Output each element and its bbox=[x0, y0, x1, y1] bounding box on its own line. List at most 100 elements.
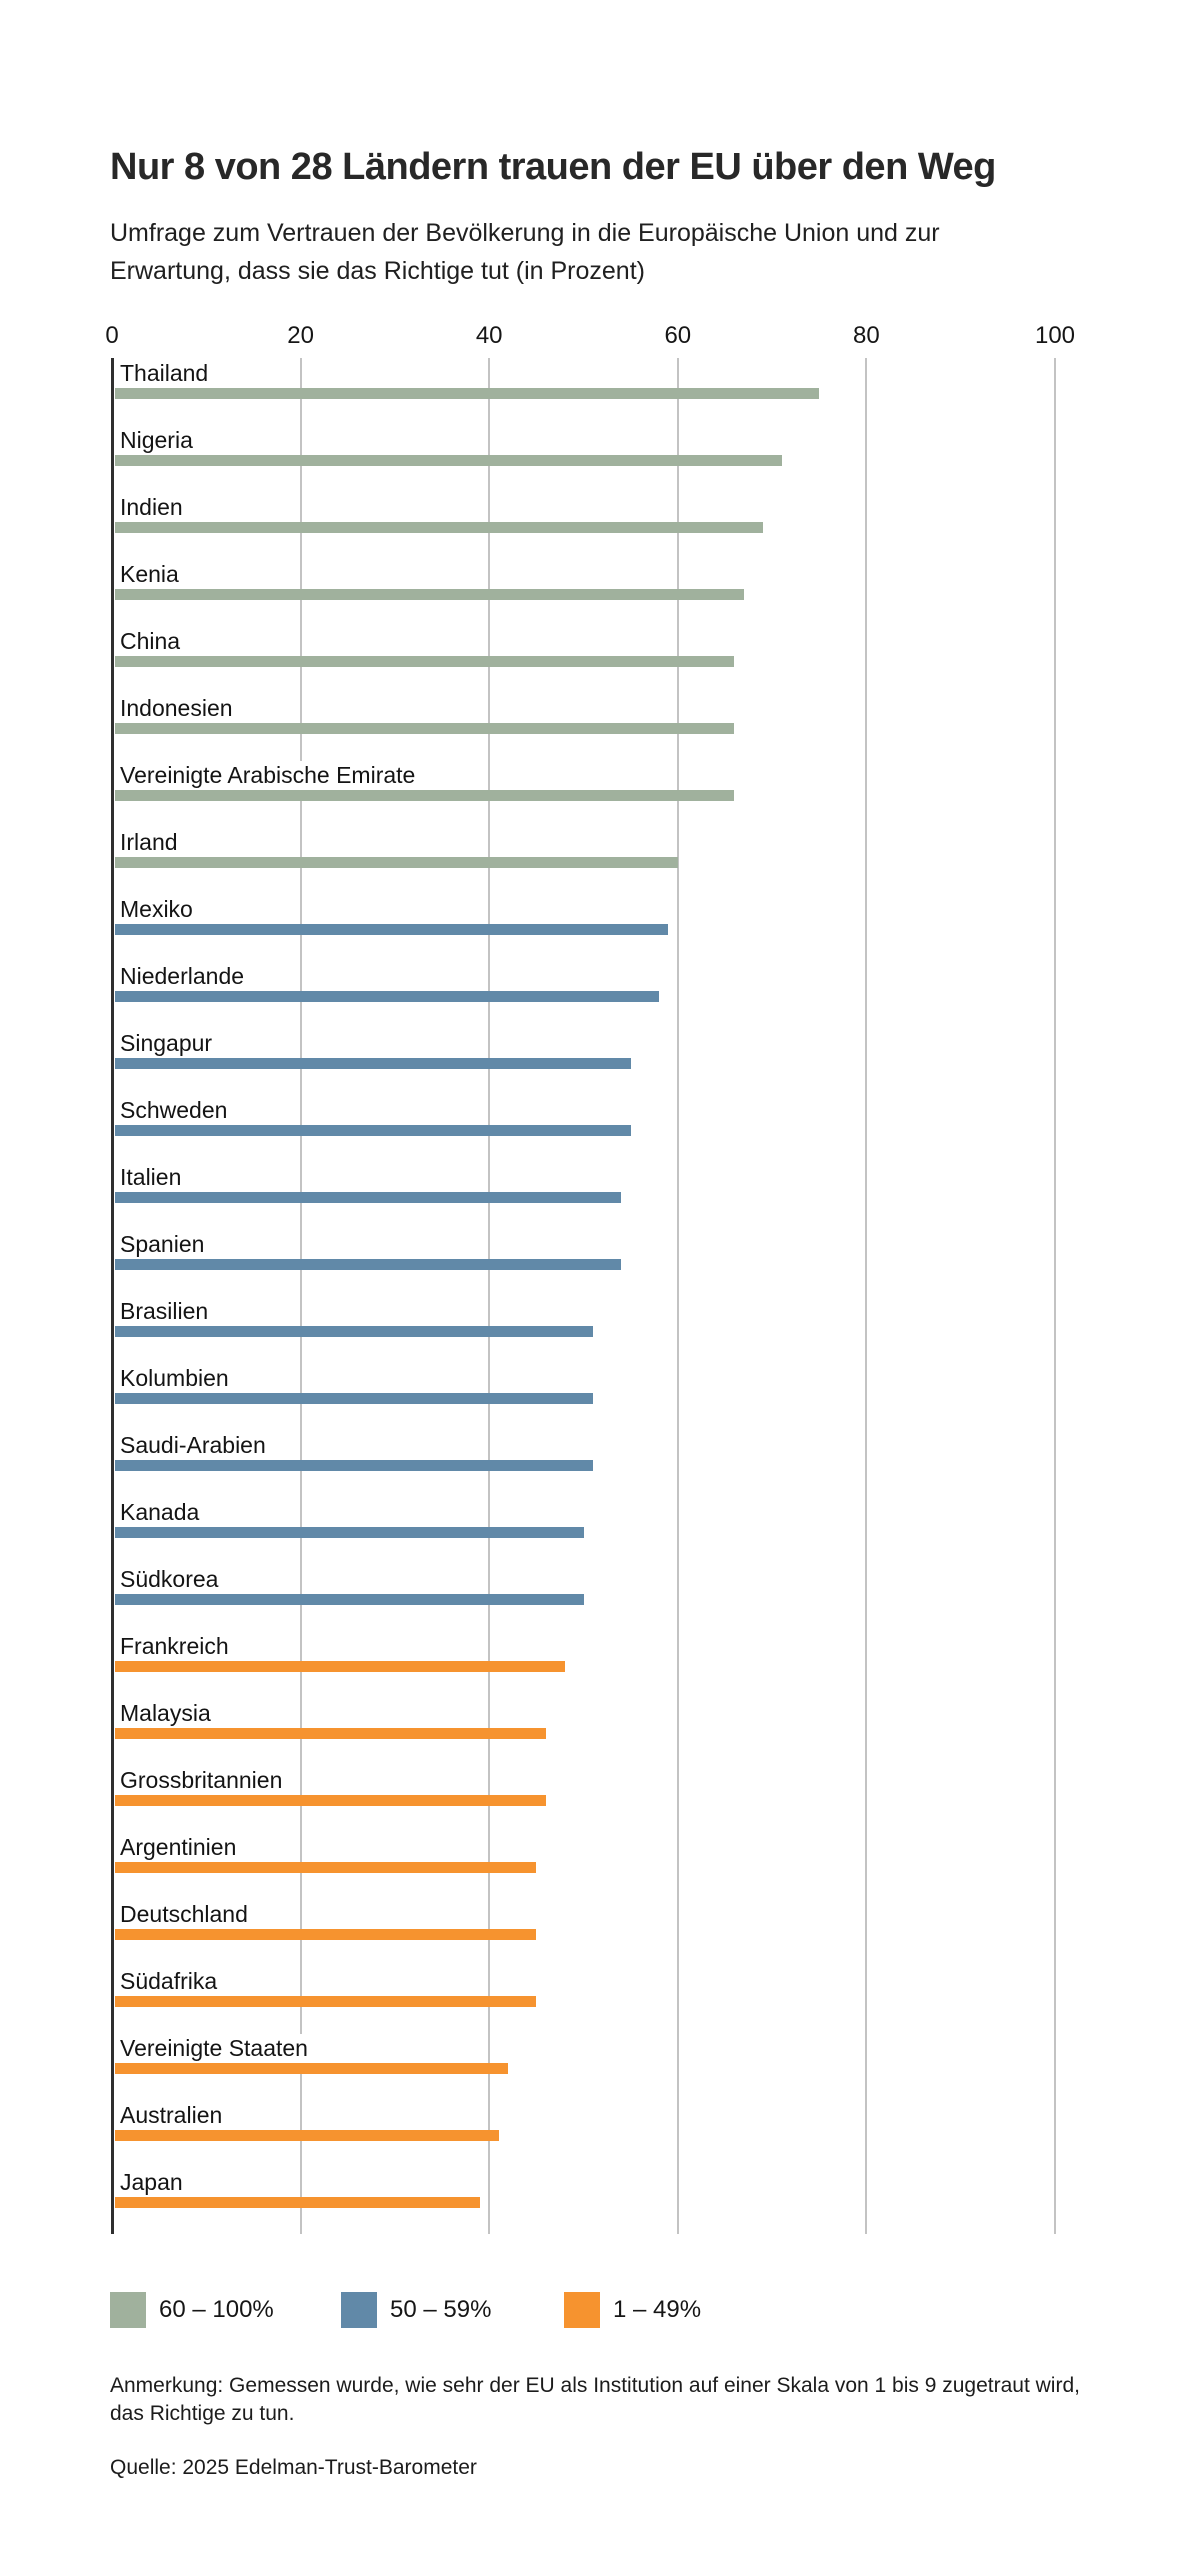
bar-row: Japan bbox=[112, 2167, 1055, 2234]
value-bar bbox=[115, 2197, 480, 2208]
country-label: Niederlande bbox=[120, 962, 251, 991]
value-bar bbox=[115, 790, 735, 801]
bar-row: Australien bbox=[112, 2100, 1055, 2167]
gridline bbox=[1054, 358, 1056, 2234]
country-label: Kolumbien bbox=[120, 1364, 235, 1393]
country-label: Malaysia bbox=[120, 1699, 217, 1728]
x-tick-label: 60 bbox=[664, 322, 692, 349]
gridline bbox=[299, 358, 302, 2234]
legend-swatch bbox=[110, 2292, 146, 2328]
value-bar bbox=[115, 1192, 622, 1203]
chart-title: Nur 8 von 28 Ländern trauen der EU über … bbox=[110, 146, 996, 188]
bar-row: Vereinigte Arabische Emirate bbox=[112, 760, 1055, 827]
legend-label: 60 – 100% bbox=[159, 2296, 274, 2323]
value-bar bbox=[115, 1259, 622, 1270]
legend: 60 – 100% 50 – 59% 1 – 49% bbox=[0, 2292, 1182, 2328]
country-label: Thailand bbox=[120, 359, 215, 388]
country-label: Australien bbox=[120, 2101, 229, 2130]
bar-row: Brasilien bbox=[112, 1296, 1055, 1363]
value-bar bbox=[115, 1795, 546, 1806]
bar-row: Thailand bbox=[112, 358, 1055, 425]
value-bar bbox=[115, 924, 669, 935]
country-label: Kanada bbox=[120, 1498, 206, 1527]
country-label: Spanien bbox=[120, 1230, 211, 1259]
value-bar bbox=[115, 1393, 593, 1404]
country-label: Grossbritannien bbox=[120, 1766, 289, 1795]
bar-row: Frankreich bbox=[112, 1631, 1055, 1698]
legend-label: 1 – 49% bbox=[613, 2296, 702, 2323]
bar-row: Italien bbox=[112, 1162, 1055, 1229]
x-tick-label: 0 bbox=[105, 322, 119, 349]
country-label: Indonesien bbox=[120, 694, 239, 723]
bar-row: Nigeria bbox=[112, 425, 1055, 492]
value-bar bbox=[115, 1929, 537, 1940]
value-bar bbox=[115, 723, 735, 734]
y-axis-line bbox=[110, 358, 114, 2234]
country-label: Saudi-Arabien bbox=[120, 1431, 272, 1460]
value-bar bbox=[115, 1996, 537, 2007]
country-label: Argentinien bbox=[120, 1833, 243, 1862]
value-bar bbox=[115, 1728, 546, 1739]
country-label: Kenia bbox=[120, 560, 185, 589]
bar-row: Kolumbien bbox=[112, 1363, 1055, 1430]
x-tick-label: 100 bbox=[1034, 322, 1076, 349]
gridline bbox=[676, 358, 679, 2234]
country-label: Vereinigte Staaten bbox=[120, 2034, 314, 2063]
country-label: Irland bbox=[120, 828, 184, 857]
value-bar bbox=[115, 2130, 499, 2141]
legend-label: 50 – 59% bbox=[390, 2296, 492, 2323]
country-label: Singapur bbox=[120, 1029, 219, 1058]
country-label: Indien bbox=[120, 493, 189, 522]
bar-row: Saudi-Arabien bbox=[112, 1430, 1055, 1497]
gridline bbox=[488, 358, 491, 2234]
bar-row: Kenia bbox=[112, 559, 1055, 626]
chart-subtitle: Umfrage zum Vertrauen der Bevölkerung in… bbox=[110, 219, 940, 285]
bar-row: Südkorea bbox=[112, 1564, 1055, 1631]
legend-item: 1 – 49% bbox=[564, 2292, 701, 2328]
bar-row: Südafrika bbox=[112, 1966, 1055, 2033]
legend-swatch bbox=[564, 2292, 600, 2328]
bar-row: Singapur bbox=[112, 1028, 1055, 1095]
country-label: China bbox=[120, 627, 187, 656]
value-bar bbox=[115, 589, 744, 600]
bar-row: China bbox=[112, 626, 1055, 693]
x-tick-label: 80 bbox=[853, 322, 880, 349]
value-bar bbox=[115, 2063, 509, 2074]
source-text: Quelle: 2025 Edelman-Trust-Barometer bbox=[110, 2456, 477, 2479]
value-bar bbox=[115, 857, 678, 868]
note-text: Anmerkung: Gemessen wurde, wie sehr der … bbox=[110, 2374, 1080, 2425]
bar-row: Spanien bbox=[112, 1229, 1055, 1296]
country-label: Brasilien bbox=[120, 1297, 215, 1326]
bar-row: Indonesien bbox=[112, 693, 1055, 760]
country-label: Frankreich bbox=[120, 1632, 235, 1661]
gridline bbox=[865, 358, 868, 2234]
value-bar bbox=[115, 991, 659, 1002]
country-label: Schweden bbox=[120, 1096, 234, 1125]
plot-area: Thailand Nigeria Indien Kenia China Indonesie… bbox=[110, 358, 1056, 2234]
country-label: Vereinigte Arabische Emirate bbox=[120, 761, 422, 790]
legend-item: 60 – 100% bbox=[110, 2292, 274, 2328]
country-label: Italien bbox=[120, 1163, 188, 1192]
bar-row: Schweden bbox=[112, 1095, 1055, 1162]
country-label: Südkorea bbox=[120, 1565, 225, 1594]
country-label: Mexiko bbox=[120, 895, 199, 924]
country-label: Südafrika bbox=[120, 1967, 224, 1996]
value-bar bbox=[115, 1326, 593, 1337]
bar-row: Indien bbox=[112, 492, 1055, 559]
legend-item: 50 – 59% bbox=[341, 2292, 491, 2328]
value-bar bbox=[115, 1125, 631, 1136]
bar-row: Vereinigte Staaten bbox=[112, 2033, 1055, 2100]
value-bar bbox=[115, 1527, 584, 1538]
value-bar bbox=[115, 1058, 631, 1069]
bar-row: Niederlande bbox=[112, 961, 1055, 1028]
bar-row: Irland bbox=[112, 827, 1055, 894]
country-label: Deutschland bbox=[120, 1900, 254, 1929]
bar-row: Malaysia bbox=[112, 1698, 1055, 1765]
bar-row: Kanada bbox=[112, 1497, 1055, 1564]
x-tick-label: 20 bbox=[287, 322, 314, 349]
value-bar bbox=[115, 656, 735, 667]
bar-row: Grossbritannien bbox=[112, 1765, 1055, 1832]
value-bar bbox=[115, 1661, 565, 1672]
bar-row: Argentinien bbox=[112, 1832, 1055, 1899]
